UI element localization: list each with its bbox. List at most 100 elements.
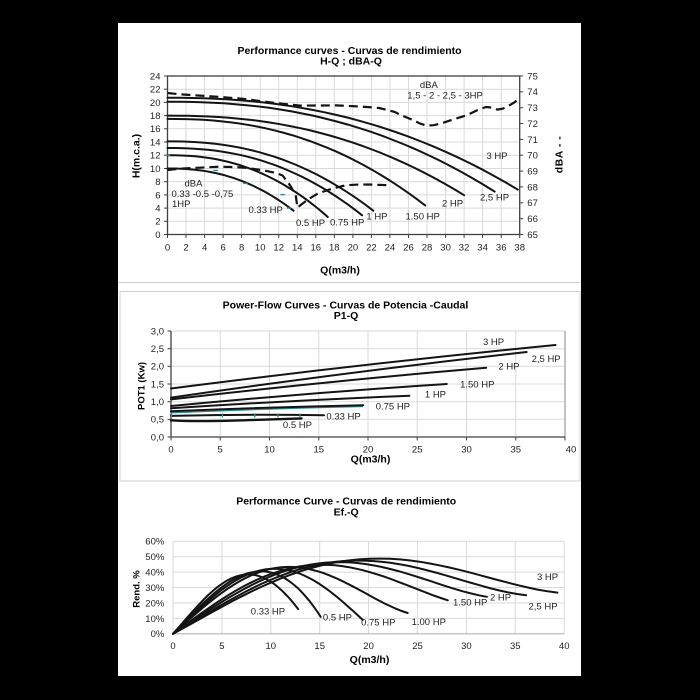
svg-text:0.75 HP: 0.75 HP	[376, 401, 410, 412]
svg-text:6: 6	[155, 190, 160, 201]
svg-text:1 HP: 1 HP	[366, 212, 387, 223]
svg-text:Performance Curve - Curvas de: Performance Curve - Curvas de rendimient…	[236, 496, 456, 508]
svg-text:18: 18	[150, 111, 161, 122]
svg-text:0.5 HP: 0.5 HP	[283, 420, 312, 431]
svg-text:26: 26	[403, 243, 414, 254]
svg-text:10: 10	[255, 243, 266, 254]
svg-text:14: 14	[292, 243, 303, 254]
svg-text:12: 12	[150, 151, 161, 162]
svg-text:18: 18	[329, 243, 340, 254]
svg-text:16: 16	[311, 243, 322, 254]
svg-text:1,5: 1,5	[151, 379, 164, 390]
svg-text:40: 40	[559, 641, 570, 652]
svg-text:2 HP: 2 HP	[498, 362, 519, 373]
svg-text:60%: 60%	[145, 537, 165, 548]
svg-text:0: 0	[165, 243, 170, 254]
svg-text:2,5: 2,5	[151, 344, 164, 355]
svg-text:Q(m3/h): Q(m3/h)	[351, 454, 391, 466]
svg-text:0.33 -0.5 -0,75: 0.33 -0.5 -0,75	[172, 189, 234, 200]
svg-text:20: 20	[363, 445, 374, 456]
svg-text:14: 14	[150, 137, 161, 148]
svg-text:36: 36	[496, 243, 507, 254]
svg-text:25: 25	[412, 641, 423, 652]
svg-text:68: 68	[527, 182, 538, 193]
svg-text:0: 0	[170, 641, 175, 652]
svg-text:2 HP: 2 HP	[442, 198, 463, 209]
svg-text:1.50 HP: 1.50 HP	[460, 380, 494, 391]
svg-text:22: 22	[366, 243, 377, 254]
svg-text:1.50 HP: 1.50 HP	[453, 598, 487, 609]
svg-text:POT1 (Kw): POT1 (Kw)	[137, 362, 148, 410]
svg-text:0.33 HP: 0.33 HP	[326, 412, 360, 423]
svg-text:10: 10	[266, 641, 277, 652]
svg-text:75: 75	[527, 71, 538, 82]
svg-text:0,0: 0,0	[151, 432, 164, 443]
svg-text:3 HP: 3 HP	[537, 572, 558, 583]
svg-text:8: 8	[239, 243, 244, 254]
svg-text:20: 20	[150, 98, 161, 109]
svg-text:Ef.-Q: Ef.-Q	[334, 507, 359, 519]
svg-text:69: 69	[527, 167, 538, 178]
svg-text:2 HP: 2 HP	[490, 593, 511, 604]
svg-text:5: 5	[218, 445, 223, 456]
svg-text:24: 24	[150, 71, 161, 82]
svg-text:72: 72	[527, 119, 538, 130]
svg-text:40%: 40%	[145, 568, 165, 579]
svg-text:3,0: 3,0	[151, 326, 164, 337]
svg-text:30: 30	[440, 243, 451, 254]
svg-text:74: 74	[527, 87, 538, 98]
svg-text:30: 30	[461, 641, 472, 652]
svg-text:1HP: 1HP	[172, 199, 190, 210]
svg-text:34: 34	[477, 243, 488, 254]
svg-text:32: 32	[459, 243, 470, 254]
svg-text:15: 15	[314, 641, 325, 652]
svg-text:1 HP: 1 HP	[425, 390, 446, 401]
svg-text:0: 0	[168, 445, 173, 456]
svg-text:0%: 0%	[151, 629, 165, 640]
svg-text:28: 28	[422, 243, 433, 254]
svg-text:dBA: dBA	[185, 179, 204, 190]
svg-text:P1-Q: P1-Q	[334, 310, 359, 322]
svg-text:20: 20	[363, 641, 374, 652]
svg-text:40: 40	[566, 445, 577, 456]
svg-text:dBA: dBA	[420, 80, 439, 91]
svg-text:0.75 HP: 0.75 HP	[361, 617, 395, 628]
svg-text:10: 10	[264, 445, 275, 456]
svg-text:0.75 HP: 0.75 HP	[330, 218, 364, 229]
svg-text:12: 12	[273, 243, 284, 254]
svg-text:65: 65	[527, 230, 538, 241]
svg-text:6: 6	[220, 243, 225, 254]
svg-text:5: 5	[219, 641, 224, 652]
svg-text:1.00 HP: 1.00 HP	[412, 617, 446, 628]
svg-text:1.50 HP: 1.50 HP	[406, 211, 440, 222]
svg-text:dBA - -: dBA - -	[554, 136, 566, 174]
svg-text:38: 38	[514, 243, 525, 254]
svg-text:2,5 HP: 2,5 HP	[529, 602, 558, 613]
svg-text:H-Q ; dBA-Q: H-Q ; dBA-Q	[320, 56, 382, 68]
svg-text:20: 20	[348, 243, 359, 254]
svg-text:2,5 HP: 2,5 HP	[532, 354, 561, 365]
svg-text:22: 22	[150, 85, 161, 96]
svg-text:73: 73	[527, 103, 538, 114]
svg-text:0.33 HP: 0.33 HP	[249, 205, 283, 216]
svg-text:Performance curves - Curvas de: Performance curves - Curvas de rendimien…	[237, 45, 461, 57]
svg-text:2: 2	[155, 217, 160, 228]
svg-text:2,0: 2,0	[151, 362, 164, 373]
svg-text:0: 0	[155, 230, 160, 241]
svg-text:15: 15	[314, 445, 325, 456]
svg-text:30: 30	[461, 445, 472, 456]
svg-text:25: 25	[412, 445, 423, 456]
svg-text:4: 4	[202, 243, 207, 254]
svg-text:8: 8	[155, 177, 160, 188]
svg-text:10: 10	[150, 164, 161, 175]
svg-text:3 HP: 3 HP	[487, 151, 508, 162]
svg-text:70: 70	[527, 151, 538, 162]
svg-text:71: 71	[527, 135, 538, 146]
svg-text:50%: 50%	[145, 552, 165, 563]
svg-text:0,5: 0,5	[151, 415, 164, 426]
svg-text:67: 67	[527, 198, 538, 209]
svg-text:30%: 30%	[145, 583, 165, 594]
svg-text:66: 66	[527, 214, 538, 225]
svg-text:0.5 HP: 0.5 HP	[323, 612, 352, 623]
svg-text:0.5 HP: 0.5 HP	[296, 218, 325, 229]
